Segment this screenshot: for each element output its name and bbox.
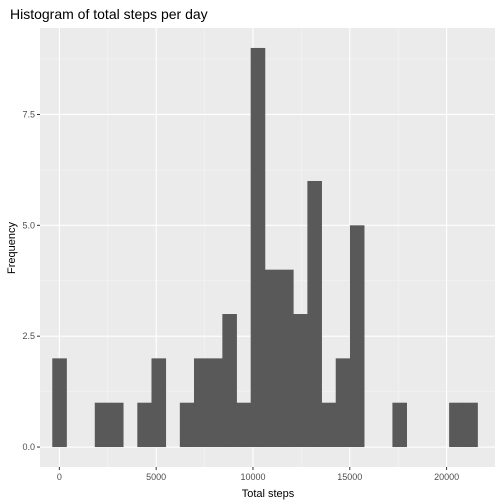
- y-tick-label: 5.0: [22, 220, 35, 230]
- histogram-bar: [194, 358, 209, 448]
- histogram-bar: [94, 402, 110, 448]
- histogram-bar: [250, 47, 266, 448]
- y-tick-label: 7.5: [22, 109, 35, 119]
- x-tick-label: 5000: [146, 472, 166, 482]
- x-tick-label: 10000: [240, 472, 265, 482]
- histogram-bar: [279, 269, 294, 448]
- histogram-bar: [349, 225, 365, 448]
- histogram-bars: [52, 47, 478, 448]
- histogram-bar: [321, 402, 337, 448]
- y-axis-label: Frequency: [6, 222, 18, 274]
- x-tick-label: 0: [57, 472, 62, 482]
- x-tick-label: 15000: [337, 472, 362, 482]
- x-axis-label: Total steps: [242, 488, 295, 500]
- histogram-bar: [463, 402, 478, 448]
- chart-title: Histogram of total steps per day: [10, 6, 208, 22]
- histogram-bar: [392, 402, 407, 448]
- histogram-bar: [335, 358, 351, 448]
- x-tick-labels: 0 5000 10000 15000 20000: [57, 472, 459, 482]
- histogram-bar: [52, 358, 67, 448]
- histogram-bar: [179, 402, 195, 448]
- histogram-bar: [236, 402, 252, 448]
- histogram-bar: [293, 314, 308, 448]
- histogram-bar: [264, 269, 280, 448]
- histogram-bar: [307, 180, 322, 448]
- histogram-bar: [222, 314, 237, 448]
- y-tick-labels: 0.0 2.5 5.0 7.5: [22, 109, 35, 452]
- y-tick-label: 0.0: [22, 442, 35, 452]
- histogram-bar: [108, 402, 124, 448]
- histogram-bar: [449, 402, 464, 448]
- histogram-bar: [151, 358, 167, 448]
- histogram-bar: [137, 402, 152, 448]
- axis-tick-marks: [37, 113, 448, 470]
- x-tick-label: 20000: [434, 472, 459, 482]
- histogram-bar: [208, 358, 223, 448]
- y-tick-label: 2.5: [22, 331, 35, 341]
